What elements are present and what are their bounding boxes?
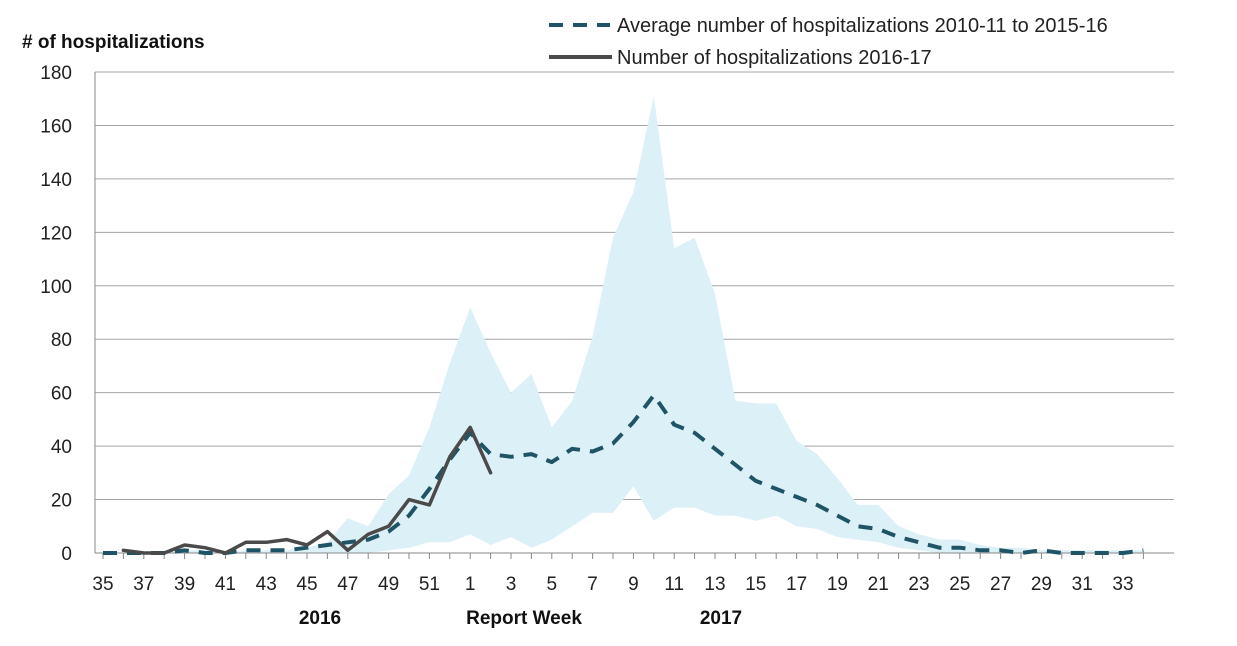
y-tick-label: 60	[51, 384, 72, 405]
series-line-average	[103, 393, 1144, 555]
series-line-current	[121, 425, 493, 555]
y-tick-label: 80	[51, 330, 72, 351]
y-tick-label: 180	[40, 63, 72, 84]
x-tick-label: 35	[92, 574, 113, 595]
x-tick-label: 1	[465, 574, 476, 595]
x-tick-label: 41	[215, 574, 236, 595]
x-tick-label: 39	[174, 574, 195, 595]
x-tick-label: 47	[337, 574, 358, 595]
x-tick-label: 37	[133, 574, 154, 595]
y-axis-label: # of hospitalizations	[22, 32, 205, 53]
x-tick-label: 15	[745, 574, 766, 595]
y-tick-label: 20	[51, 491, 72, 512]
legend: Average number of hospitalizations 2010-…	[549, 15, 1108, 69]
labels: # of hospitalizations Report Week 2016 2…	[22, 32, 742, 629]
x-tick-label: 5	[547, 574, 558, 595]
y-tick-label: 160	[40, 116, 72, 137]
x-axis-label: Report Week	[466, 608, 582, 629]
year-label-2017: 2017	[700, 608, 742, 629]
range-band	[103, 96, 1144, 553]
x-tick-label: 33	[1112, 574, 1133, 595]
y-tick-label: 140	[40, 170, 72, 191]
legend-label-average: Average number of hospitalizations 2010-…	[617, 15, 1108, 37]
x-tick-label: 51	[419, 574, 440, 595]
x-tick-label: 19	[827, 574, 848, 595]
x-tick-label: 11	[664, 574, 684, 595]
year-label-2016: 2016	[299, 608, 341, 629]
x-tick-label: 9	[628, 574, 639, 595]
x-tick-label: 27	[990, 574, 1011, 595]
x-tick-label: 45	[296, 574, 317, 595]
x-tick-label: 17	[786, 574, 807, 595]
x-tick-label: 13	[704, 574, 725, 595]
y-tick-label: 100	[40, 277, 72, 298]
y-tick-label: 0	[61, 544, 72, 565]
x-tick-label: 3	[506, 574, 517, 595]
legend-label-current: Number of hospitalizations 2016-17	[617, 47, 932, 69]
range-band-layer	[103, 96, 1144, 553]
x-tick-label: 31	[1072, 574, 1093, 595]
x-tick-label: 43	[256, 574, 277, 595]
x-tick-label: 21	[868, 574, 889, 595]
x-tick-label: 23	[908, 574, 929, 595]
x-tick-label: 25	[949, 574, 970, 595]
y-tick-label: 40	[51, 437, 72, 458]
series-layer	[103, 393, 1144, 555]
x-tick-label: 49	[378, 574, 399, 595]
x-tick-label: 7	[587, 574, 598, 595]
x-tick-label: 29	[1031, 574, 1052, 595]
y-tick-label: 120	[40, 223, 72, 244]
